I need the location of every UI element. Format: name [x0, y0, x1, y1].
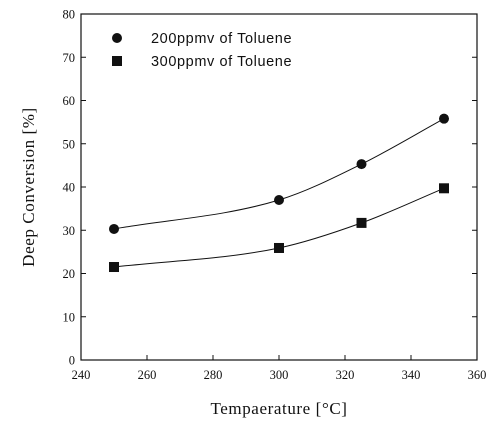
x-tick-label: 360 — [468, 368, 487, 382]
y-tick-label: 40 — [63, 181, 76, 195]
x-tick-label: 300 — [270, 368, 289, 382]
x-tick-label: 260 — [138, 368, 157, 382]
y-tick-label: 30 — [63, 224, 76, 238]
x-axis-label: Tempaerature [°C] — [210, 399, 347, 418]
axis-tick-labels: 240 260 280 300 320 340 360 0 10 20 30 40 50 60 70 80 — [63, 8, 487, 383]
x-tick-label: 340 — [402, 368, 421, 382]
series-markers — [109, 113, 449, 273]
data-point-circle — [439, 113, 449, 124]
y-tick-label: 60 — [63, 94, 76, 108]
series-line-square — [113, 187, 445, 268]
legend-marker-circle — [112, 33, 122, 43]
x-tick-label: 240 — [72, 368, 91, 382]
series-curves — [113, 118, 445, 268]
data-point-square — [109, 262, 119, 273]
series-line-circle — [113, 118, 445, 230]
data-point-square — [274, 242, 284, 253]
data-point-circle — [109, 223, 119, 234]
data-point-square — [356, 217, 367, 228]
y-tick-label: 70 — [63, 51, 76, 65]
legend-label: 200ppmv of Toluene — [151, 31, 292, 47]
legend-marker-square — [112, 56, 122, 66]
axis-ticks — [80, 13, 478, 361]
legend-label: 300ppmv of Toluene — [151, 54, 292, 70]
data-point-square — [439, 183, 449, 194]
data-point-circle — [356, 159, 367, 170]
y-tick-label: 10 — [63, 310, 76, 324]
y-tick-label: 20 — [63, 267, 76, 281]
x-tick-label: 320 — [336, 368, 355, 382]
y-tick-label: 80 — [63, 8, 76, 22]
x-tick-label: 280 — [204, 368, 223, 382]
legend: 200ppmv of Toluene 300ppmv of Toluene — [112, 31, 292, 70]
y-axis-label: Deep Conversion [%] — [19, 107, 38, 267]
y-tick-label: 50 — [63, 137, 76, 151]
y-tick-label: 0 — [69, 354, 75, 368]
data-point-circle — [274, 194, 284, 205]
